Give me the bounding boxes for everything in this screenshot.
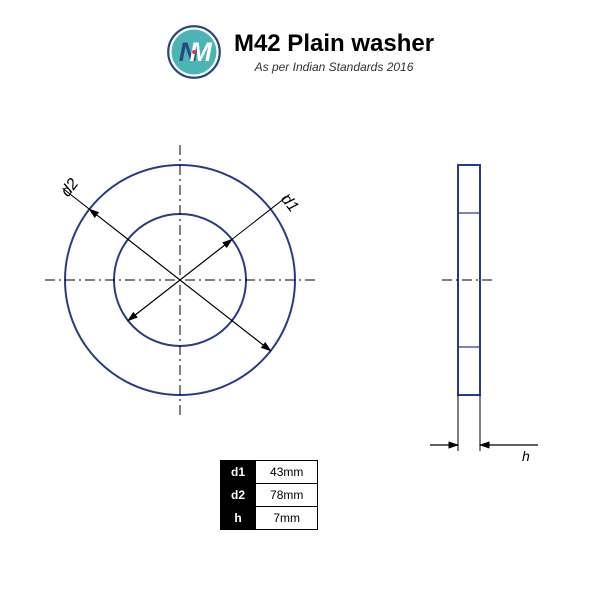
spec-value: 7mm xyxy=(256,507,318,530)
spec-table-area: d143mmd278mmh7mm xyxy=(220,460,318,530)
front-view: d1 d2 xyxy=(45,145,315,415)
side-view xyxy=(430,165,538,451)
table-row: d278mm xyxy=(221,484,318,507)
title-block: M42 Plain washer As per Indian Standards… xyxy=(234,30,434,74)
technical-drawing: d1 d2 xyxy=(0,120,600,460)
table-row: d143mm xyxy=(221,461,318,484)
table-row: h7mm xyxy=(221,507,318,530)
svg-text:d2: d2 xyxy=(58,175,82,200)
spec-table: d143mmd278mmh7mm xyxy=(220,460,318,530)
spec-label: h xyxy=(221,507,256,530)
spec-value: 43mm xyxy=(256,461,318,484)
brand-logo: N M xyxy=(166,24,222,80)
page-title: M42 Plain washer xyxy=(234,30,434,58)
header: N M M42 Plain washer As per Indian Stand… xyxy=(0,0,600,80)
spec-label: d1 xyxy=(221,461,256,484)
spec-value: 78mm xyxy=(256,484,318,507)
svg-text:d1: d1 xyxy=(277,191,301,215)
dim-h-label: h xyxy=(522,448,530,464)
page-subtitle: As per Indian Standards 2016 xyxy=(234,60,434,74)
spec-label: d2 xyxy=(221,484,256,507)
